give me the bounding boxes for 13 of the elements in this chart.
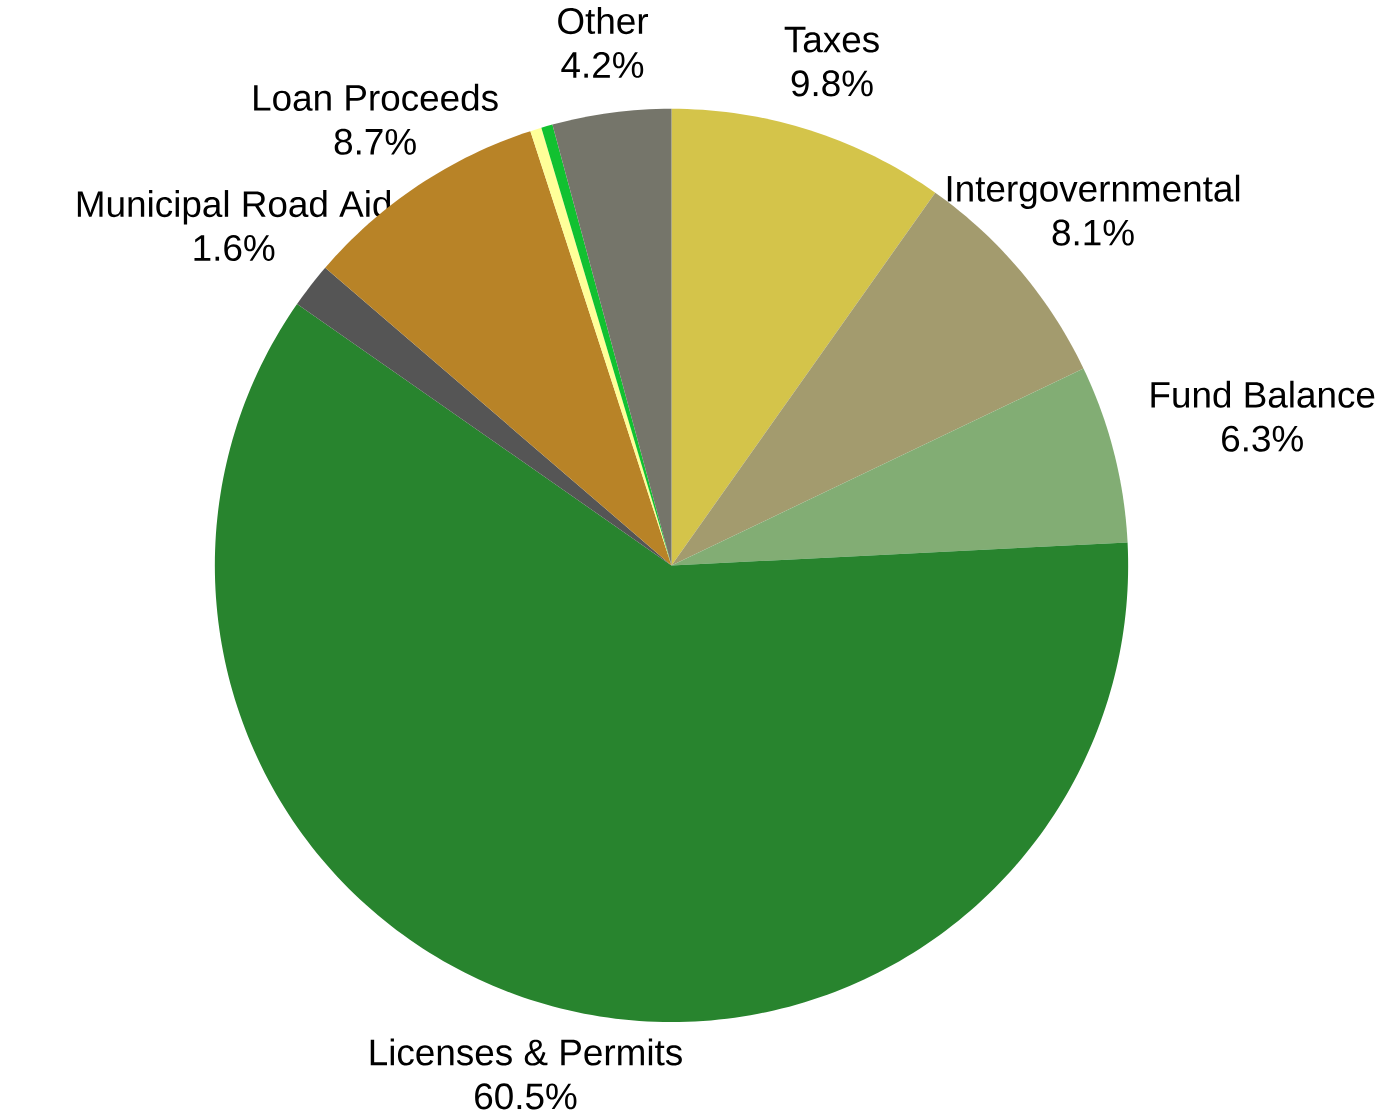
data-label: 8.7% bbox=[334, 128, 416, 155]
data-label: 9.8% bbox=[791, 70, 873, 97]
slice-label: Fund Balance bbox=[1151, 380, 1375, 408]
data-label: 6.3% bbox=[1222, 425, 1303, 452]
data-label: 8.1% bbox=[1052, 219, 1134, 246]
slice-label: Loan Proceeds bbox=[254, 83, 498, 111]
slice-label: Intergovernmental bbox=[947, 174, 1240, 209]
slice-label: Other bbox=[558, 6, 649, 34]
data-label: 1.6% bbox=[194, 234, 275, 261]
data-label: 60.5% bbox=[475, 1083, 577, 1110]
slice-label: Taxes bbox=[784, 26, 879, 53]
data-label: 4.2% bbox=[561, 51, 644, 78]
slice-label: Licenses & Permits bbox=[370, 1038, 682, 1066]
